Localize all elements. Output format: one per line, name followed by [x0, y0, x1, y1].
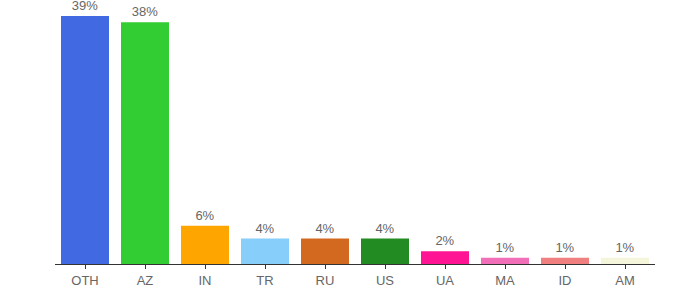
svg-text:OTH: OTH [71, 273, 98, 288]
svg-text:UA: UA [436, 273, 454, 288]
svg-text:TR: TR [256, 273, 273, 288]
svg-text:AM: AM [615, 273, 635, 288]
svg-text:US: US [376, 273, 394, 288]
svg-text:IN: IN [199, 273, 212, 288]
svg-text:RU: RU [316, 273, 335, 288]
svg-text:6%: 6% [195, 208, 214, 223]
svg-text:4%: 4% [255, 221, 274, 236]
svg-text:2%: 2% [435, 233, 454, 248]
svg-text:4%: 4% [375, 221, 394, 236]
svg-text:1%: 1% [555, 240, 574, 255]
svg-text:1%: 1% [615, 240, 634, 255]
svg-text:39%: 39% [72, 0, 98, 13]
svg-text:MA: MA [495, 273, 515, 288]
svg-text:38%: 38% [132, 4, 158, 19]
svg-text:AZ: AZ [137, 273, 154, 288]
svg-text:1%: 1% [495, 240, 514, 255]
svg-text:4%: 4% [315, 221, 334, 236]
svg-text:ID: ID [559, 273, 572, 288]
